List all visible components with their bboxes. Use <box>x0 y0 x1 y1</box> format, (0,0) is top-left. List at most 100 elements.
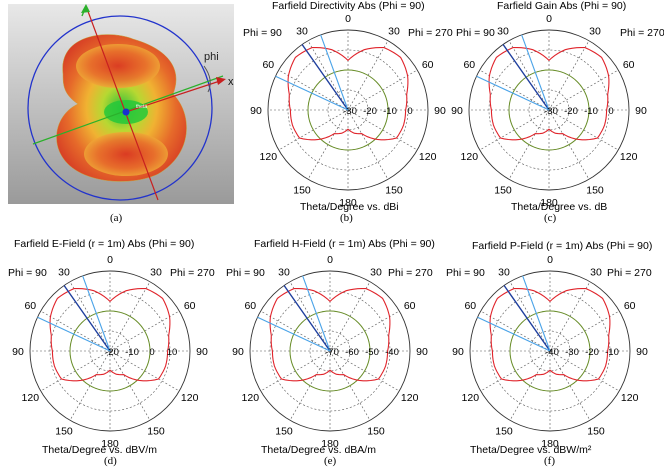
theta-label: theta <box>136 104 147 110</box>
angle-label: 180 <box>321 438 339 450</box>
axis-unit-label: Theta/Degree vs. dBA/m <box>261 444 376 456</box>
beamwidth-line-2 <box>257 316 331 352</box>
radial-label: -50 <box>365 347 379 358</box>
angle-label: 90 <box>232 346 244 358</box>
polar-chart: 0 30 30 60 60 90 90 120 120 150 150 180 -30 -20 -10 0 <box>451 13 647 209</box>
radial-label: -30 <box>343 106 357 117</box>
beamwidth-line-1 <box>302 275 331 352</box>
angle-label: 90 <box>452 346 464 358</box>
phi-right-label: Phi = 270 <box>607 267 652 279</box>
x-axis-label: x <box>228 76 234 88</box>
axis-unit-label: Theta/Degree vs. dBW/m² <box>470 444 592 456</box>
radial-label: -30 <box>565 347 579 358</box>
angle-label: 120 <box>22 392 40 404</box>
angle-label: 30 <box>58 266 70 278</box>
angle-label: 60 <box>464 300 476 312</box>
plot-title: Farfield Gain Abs (Phi = 90) <box>497 0 627 12</box>
phi-right-label: Phi = 270 <box>408 27 453 39</box>
radial-label: -10 <box>125 347 139 358</box>
radial-label: 0 <box>149 347 154 358</box>
main-lobe-direction <box>503 285 551 352</box>
beamwidth-line-2 <box>477 316 551 352</box>
phi-left-label: Phi = 90 <box>243 27 282 39</box>
angle-label: 90 <box>12 346 24 358</box>
angle-label: 150 <box>385 185 403 197</box>
angle-label: 60 <box>623 59 635 71</box>
reference-circle <box>307 69 389 151</box>
angle-label: 120 <box>419 151 437 163</box>
angle-label: 150 <box>293 185 311 197</box>
outer-ring <box>267 29 429 191</box>
angle-label: 150 <box>586 185 604 197</box>
angle-label: 180 <box>541 438 559 450</box>
bounding-sphere <box>27 15 213 201</box>
angle-label: 150 <box>494 185 512 197</box>
3d-farfield-pattern: x phi theta <box>8 4 234 204</box>
angle-label: 60 <box>184 300 196 312</box>
angle-label: 120 <box>401 392 419 404</box>
angle-label: 120 <box>621 392 639 404</box>
axis-unit-label: Theta/Degree vs. dBi <box>300 201 399 213</box>
pattern-curve <box>489 288 611 382</box>
polar-chart: 0 30 30 60 60 90 90 120 120 150 150 180 -40 -30 -20 -10 <box>452 254 648 450</box>
outer-ring <box>29 270 191 432</box>
angle-label: 60 <box>422 59 434 71</box>
radial-label: 0 <box>608 106 613 117</box>
phi-left-label: Phi = 90 <box>8 267 47 279</box>
caption-c: (c) <box>544 212 557 224</box>
outer-ring <box>469 270 631 432</box>
main-lobe-direction <box>63 285 111 352</box>
angle-label: 60 <box>244 300 256 312</box>
angle-label: 30 <box>296 25 308 37</box>
angle-label: 150 <box>147 426 165 438</box>
angle-label: 30 <box>370 266 382 278</box>
pattern-curve <box>488 47 610 141</box>
phi-label: phi <box>204 51 219 63</box>
angle-label: 180 <box>540 197 558 209</box>
x-axis-arrow <box>216 77 226 85</box>
polar-chart: 0 30 30 60 60 90 90 120 120 150 150 180 -70 -60 -50 -40 <box>232 254 428 450</box>
polar-chart: 0 30 30 60 60 90 90 120 120 150 150 180 -20 -10 0 10 <box>12 254 208 450</box>
radial-label: -70 <box>325 347 339 358</box>
angle-label: 30 <box>498 266 510 278</box>
axis-unit-label: Theta/Degree vs. dB <box>511 201 608 213</box>
pattern-curve <box>287 47 409 141</box>
phi-left-label: Phi = 90 <box>446 267 485 279</box>
phi-left-label: Phi = 90 <box>226 267 265 279</box>
radial-label: -20 <box>105 347 119 358</box>
radial-label: 0 <box>407 106 412 117</box>
angle-label: 30 <box>590 266 602 278</box>
radial-label: -40 <box>385 347 399 358</box>
outer-ring <box>468 29 630 191</box>
angle-label: 90 <box>635 105 647 117</box>
angle-label: 120 <box>462 392 480 404</box>
plot-title: Farfield Directivity Abs (Phi = 90) <box>272 0 425 12</box>
caption-b: (b) <box>340 212 353 224</box>
radial-label: 10 <box>167 347 178 358</box>
beamwidth-line-1 <box>522 275 551 352</box>
radial-label: -20 <box>564 106 578 117</box>
angle-label: 90 <box>451 105 463 117</box>
angle-label: 60 <box>404 300 416 312</box>
angle-label: 90 <box>434 105 446 117</box>
phi-right-label: Phi = 270 <box>388 267 433 279</box>
phi-right-label: Phi = 270 <box>170 267 215 279</box>
angle-label: 90 <box>416 346 428 358</box>
angle-label: 60 <box>262 59 274 71</box>
caption-f: (f) <box>544 455 555 467</box>
plot-title: Farfield E-Field (r = 1m) Abs (Phi = 90) <box>14 238 195 250</box>
outer-ring <box>249 270 411 432</box>
origin-marker <box>122 108 130 116</box>
upper-lobe <box>76 44 160 88</box>
radial-label: -20 <box>363 106 377 117</box>
caption-a: (a) <box>110 212 123 224</box>
reference-circle <box>508 69 590 151</box>
pattern-curve <box>269 288 391 382</box>
angle-label: 150 <box>587 426 605 438</box>
phi-arc <box>203 65 211 93</box>
beamwidth-line-1 <box>82 275 111 352</box>
angle-label: 90 <box>196 346 208 358</box>
beamwidth-line-2 <box>37 316 111 352</box>
phi-right-label: Phi = 270 <box>620 27 664 39</box>
x-axis <box>125 79 224 113</box>
